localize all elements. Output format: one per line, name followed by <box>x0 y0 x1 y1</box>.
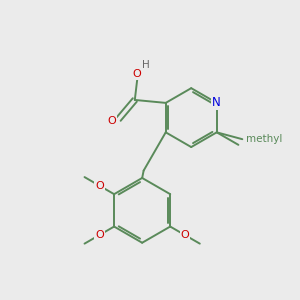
Text: O: O <box>132 69 141 79</box>
Text: N: N <box>212 96 221 110</box>
Text: O: O <box>95 230 104 240</box>
Text: H: H <box>142 61 150 70</box>
Text: methyl: methyl <box>246 134 282 144</box>
Text: O: O <box>108 116 116 126</box>
Text: O: O <box>95 181 104 190</box>
Text: O: O <box>181 230 189 240</box>
